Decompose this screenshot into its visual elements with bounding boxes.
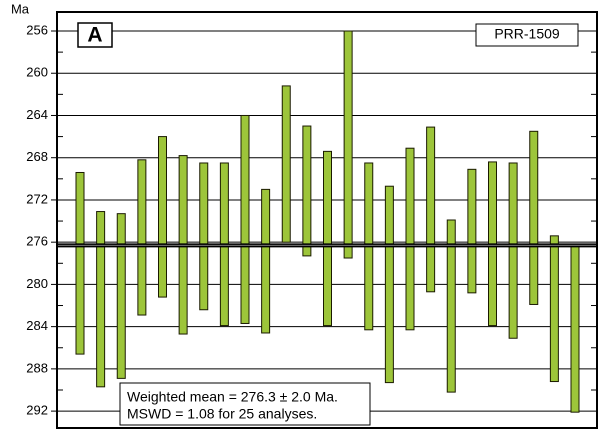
annotation-box <box>119 382 371 426</box>
error-bar <box>75 171 85 355</box>
y-tick-label: 292 <box>26 403 48 418</box>
error-bar <box>323 150 332 327</box>
panel-label: A <box>87 24 102 47</box>
y-tick-label: 268 <box>26 149 48 164</box>
y-axis-label: Ma <box>11 1 30 16</box>
y-tick-label: 260 <box>26 65 48 80</box>
error-bar <box>549 235 559 383</box>
y-tick-label: 256 <box>26 22 48 37</box>
error-bar <box>199 162 209 311</box>
sample-box <box>475 23 579 47</box>
y-tick-label: 288 <box>26 360 48 375</box>
y-tick-label: 280 <box>26 276 48 291</box>
annotation: Weighted mean = 276.3 ± 2.0 Ma. <box>127 389 338 405</box>
error-bar <box>343 30 353 259</box>
panel-label-box <box>77 22 113 48</box>
annotation: MSWD = 1.08 for 25 analyses. <box>127 406 317 422</box>
error-bar <box>467 168 477 294</box>
error-bar <box>116 213 126 379</box>
error-bar <box>281 85 291 243</box>
error-bar <box>137 159 147 316</box>
error-bar <box>302 125 312 257</box>
plot-frame <box>56 11 598 429</box>
error-bar <box>240 114 250 324</box>
error-bar <box>384 185 394 384</box>
y-tick-label: 264 <box>26 107 48 122</box>
error-bar <box>261 188 271 334</box>
error-bar <box>405 147 415 331</box>
error-bar <box>570 245 580 413</box>
sample-label: PRR-1509 <box>494 26 560 42</box>
error-bar <box>508 162 518 339</box>
y-tick-label: 284 <box>26 318 48 333</box>
y-tick-label: 272 <box>26 191 48 206</box>
error-bar <box>446 219 456 393</box>
error-bar <box>529 130 539 305</box>
error-bar <box>426 126 436 293</box>
error-bar <box>158 136 167 298</box>
error-bar <box>96 211 106 388</box>
y-tick-label: 276 <box>26 234 48 249</box>
